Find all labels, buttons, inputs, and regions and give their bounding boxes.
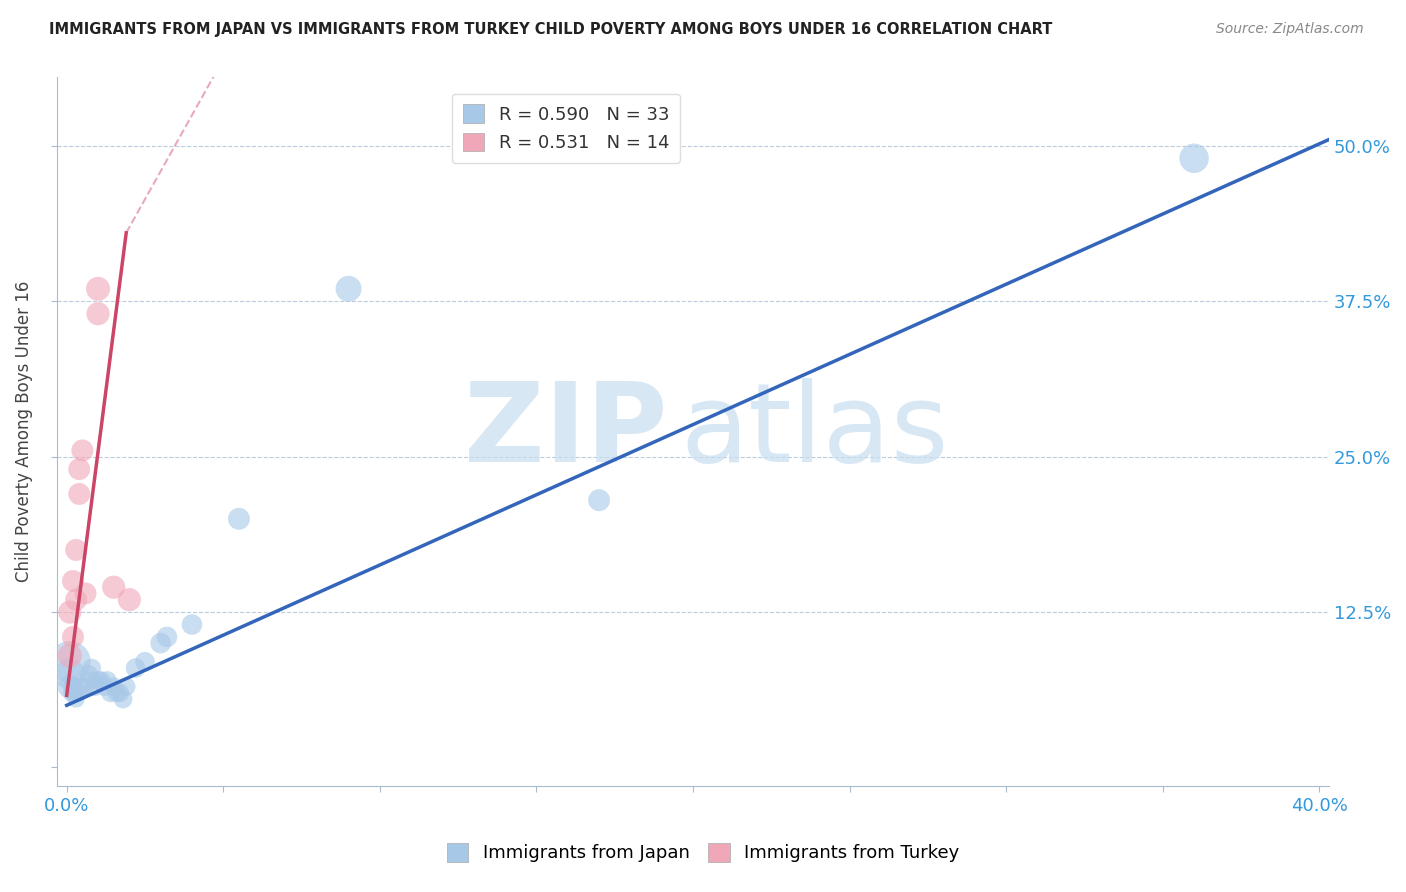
Text: atlas: atlas <box>681 378 949 485</box>
Point <box>118 592 141 607</box>
Point <box>93 680 115 694</box>
Point <box>96 673 118 688</box>
Point <box>124 661 146 675</box>
Point <box>337 282 360 296</box>
Point <box>59 648 82 663</box>
Point <box>62 630 84 644</box>
Point <box>62 574 84 588</box>
Point <box>59 680 82 694</box>
Point <box>87 282 110 296</box>
Point <box>228 512 250 526</box>
Point <box>59 655 82 669</box>
Point <box>87 307 110 321</box>
Legend: R = 0.590   N = 33, R = 0.531   N = 14: R = 0.590 N = 33, R = 0.531 N = 14 <box>451 94 681 163</box>
Point <box>65 692 87 706</box>
Point <box>181 617 204 632</box>
Point <box>67 686 90 700</box>
Point <box>65 542 87 557</box>
Point <box>105 686 128 700</box>
Point <box>134 655 156 669</box>
Point <box>90 673 112 688</box>
Legend: Immigrants from Japan, Immigrants from Turkey: Immigrants from Japan, Immigrants from T… <box>440 836 966 870</box>
Point <box>80 673 103 688</box>
Point <box>62 686 84 700</box>
Text: Source: ZipAtlas.com: Source: ZipAtlas.com <box>1216 22 1364 37</box>
Point <box>1182 151 1205 165</box>
Point <box>59 605 82 619</box>
Point <box>149 636 172 650</box>
Point <box>103 680 125 694</box>
Point <box>75 680 97 694</box>
Y-axis label: Child Poverty Among Boys Under 16: Child Poverty Among Boys Under 16 <box>15 281 32 582</box>
Point <box>83 680 105 694</box>
Point <box>65 592 87 607</box>
Text: IMMIGRANTS FROM JAPAN VS IMMIGRANTS FROM TURKEY CHILD POVERTY AMONG BOYS UNDER 1: IMMIGRANTS FROM JAPAN VS IMMIGRANTS FROM… <box>49 22 1053 37</box>
Text: ZIP: ZIP <box>464 378 668 485</box>
Point <box>65 686 87 700</box>
Point <box>112 692 135 706</box>
Point <box>72 680 94 694</box>
Point <box>75 586 97 600</box>
Point <box>108 686 131 700</box>
Point <box>588 493 610 508</box>
Point <box>80 661 103 675</box>
Point <box>100 686 122 700</box>
Point <box>59 667 82 681</box>
Point <box>67 487 90 501</box>
Point <box>72 443 94 458</box>
Point <box>87 673 110 688</box>
Point <box>156 630 179 644</box>
Point <box>62 680 84 694</box>
Point <box>103 580 125 594</box>
Point <box>67 462 90 476</box>
Point <box>115 680 138 694</box>
Point <box>77 667 100 681</box>
